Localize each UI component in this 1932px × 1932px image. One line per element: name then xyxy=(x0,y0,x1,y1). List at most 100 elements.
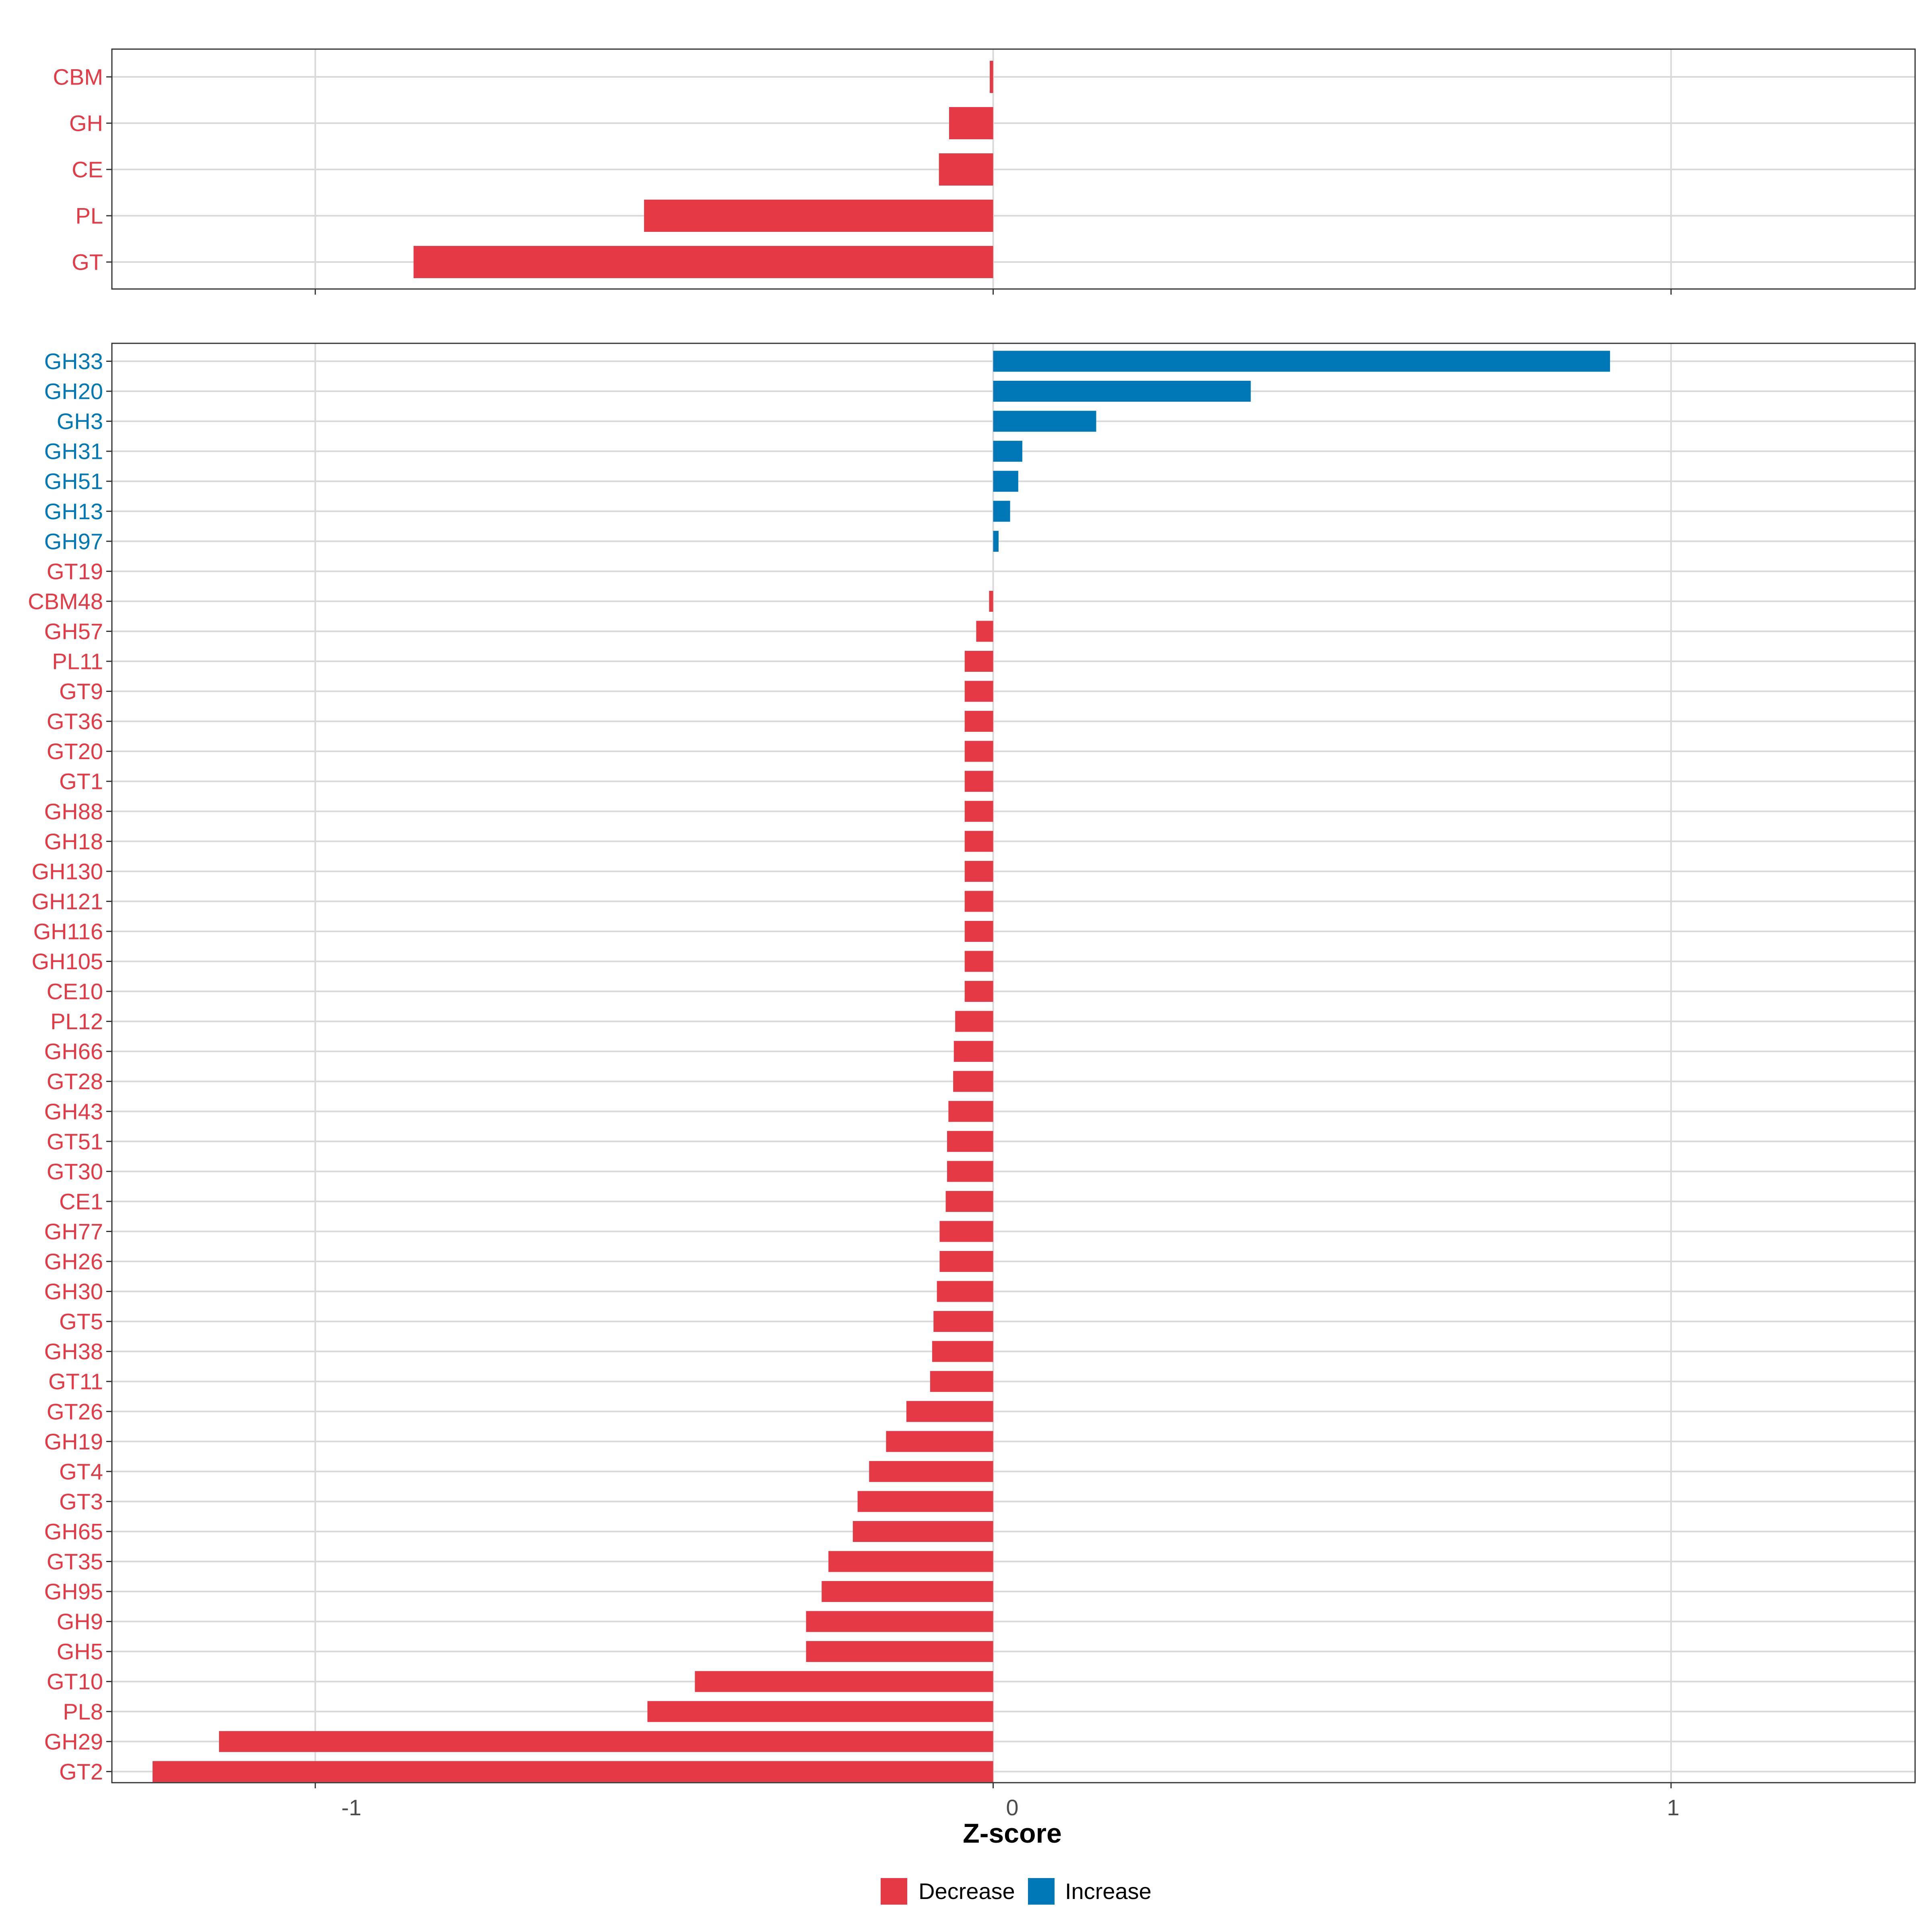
top-category-label: GH xyxy=(69,111,103,136)
bottom-bar-pl12 xyxy=(955,1011,993,1032)
bottom-bar-gh97 xyxy=(993,530,999,552)
top-bar-cbm xyxy=(990,61,993,93)
bottom-category-label: GT4 xyxy=(59,1459,103,1484)
bottom-bar-gh3 xyxy=(993,411,1096,432)
bottom-bar-gt9 xyxy=(964,681,993,702)
x-tick-label-0: 0 xyxy=(1006,1795,1018,1820)
bottom-bar-gh30 xyxy=(937,1281,993,1302)
bottom-category-label: GH5 xyxy=(57,1639,103,1664)
legend-label-increase: Increase xyxy=(1065,1878,1152,1904)
bottom-bar-gt28 xyxy=(953,1071,993,1092)
bottom-bar-gh105 xyxy=(964,951,993,972)
bottom-category-label: GT30 xyxy=(47,1159,103,1184)
x-tick-label-1: 1 xyxy=(1667,1795,1679,1820)
x-axis: -1 0 1 Z-score xyxy=(341,1795,1679,1849)
bottom-category-label: GH31 xyxy=(44,439,103,464)
bottom-bar-gh57 xyxy=(976,621,993,642)
bottom-bar-gt36 xyxy=(964,711,993,732)
bottom-bar-gh29 xyxy=(219,1731,993,1752)
bottom-category-label: GH13 xyxy=(44,499,103,524)
bottom-category-label: GH121 xyxy=(32,889,103,914)
bottom-bar-gt1 xyxy=(964,771,993,792)
bottom-bar-pl8 xyxy=(647,1701,993,1722)
bottom-category-label: GT28 xyxy=(47,1069,103,1094)
bottom-bar-gh65 xyxy=(852,1521,993,1542)
bottom-category-label: GH18 xyxy=(44,829,103,854)
bottom-bar-gh13 xyxy=(993,501,1010,522)
bottom-category-label: GH29 xyxy=(44,1729,103,1754)
bottom-bar-gt4 xyxy=(869,1461,993,1482)
bottom-bar-ce10 xyxy=(964,981,993,1002)
bottom-category-label: GH51 xyxy=(44,469,103,494)
bottom-category-label: PL12 xyxy=(50,1009,103,1034)
bottom-category-label: CE1 xyxy=(59,1189,103,1214)
bottom-category-label: GH77 xyxy=(44,1219,103,1244)
bottom-bar-gt30 xyxy=(947,1161,993,1182)
bottom-category-label: GH130 xyxy=(32,859,103,884)
bottom-bar-gh19 xyxy=(886,1431,993,1452)
bottom-bar-gh33 xyxy=(993,351,1610,372)
legend: Decrease Increase xyxy=(881,1878,1152,1905)
bottom-category-label: PL11 xyxy=(52,649,103,674)
top-bar-gh xyxy=(949,107,993,139)
bottom-category-label: GH43 xyxy=(44,1099,103,1124)
bottom-category-label: GT19 xyxy=(47,559,103,584)
bottom-category-label: GT26 xyxy=(47,1399,103,1424)
bottom-bar-pl11 xyxy=(964,651,993,672)
bottom-bar-gh77 xyxy=(939,1221,993,1242)
bottom-category-label: GH26 xyxy=(44,1249,103,1274)
bottom-bar-gt35 xyxy=(828,1551,993,1572)
bottom-category-label: GT1 xyxy=(59,769,103,794)
bottom-panel-border xyxy=(111,343,1916,1783)
bottom-bar-gh121 xyxy=(964,891,993,912)
bottom-bar-gh31 xyxy=(993,441,1022,462)
bottom-category-label: GH66 xyxy=(44,1039,103,1064)
bottom-bar-gt11 xyxy=(930,1371,993,1392)
top-panel: CBM GH CE PL GT xyxy=(53,48,1916,295)
top-category-label: PL xyxy=(76,203,103,229)
bottom-category-label: GT10 xyxy=(47,1669,103,1694)
top-category-label: CE xyxy=(72,157,103,182)
bottom-bar-gh130 xyxy=(964,861,993,882)
bottom-category-label: GH9 xyxy=(57,1609,103,1634)
bottom-category-label: GH88 xyxy=(44,799,103,824)
bottom-bar-gt26 xyxy=(906,1401,993,1422)
bottom-category-label: GT36 xyxy=(47,709,103,734)
bottom-category-label: GT3 xyxy=(59,1489,103,1514)
bottom-category-label: GH65 xyxy=(44,1519,103,1544)
legend-key-decrease xyxy=(881,1878,907,1905)
bottom-bar-gh51 xyxy=(993,471,1018,492)
legend-label-decrease: Decrease xyxy=(919,1878,1015,1904)
bottom-category-label: GH105 xyxy=(32,949,103,974)
bottom-category-label: GT20 xyxy=(47,739,103,764)
bottom-category-label: CBM48 xyxy=(28,588,103,614)
bottom-category-label: CE10 xyxy=(47,979,103,1004)
bottom-bar-gt3 xyxy=(857,1491,993,1512)
bottom-panel: GH33 GH20 GH3 GH31 GH51 GH13 GH97 GT19 CBM48 GH57… xyxy=(28,343,1916,1788)
bottom-category-label: GT11 xyxy=(48,1369,103,1394)
bottom-category-label: GT5 xyxy=(59,1309,103,1334)
top-bar-gt xyxy=(413,246,993,278)
bottom-category-label: GT9 xyxy=(59,679,103,704)
top-category-label: GT xyxy=(72,250,103,275)
top-bar-pl xyxy=(644,200,993,232)
bottom-bar-gh38 xyxy=(932,1341,993,1362)
bottom-category-label: GH95 xyxy=(44,1579,103,1604)
bottom-bar-ce1 xyxy=(945,1191,993,1212)
bottom-bar-gh9 xyxy=(806,1611,993,1632)
bottom-category-label: GH3 xyxy=(57,409,103,434)
x-tick-label-neg1: -1 xyxy=(341,1795,361,1820)
bottom-category-label: GH57 xyxy=(44,619,103,644)
top-bar-ce xyxy=(939,153,993,186)
bottom-category-label: GT51 xyxy=(47,1129,103,1154)
bottom-bar-gt10 xyxy=(695,1671,993,1692)
bottom-bar-gt20 xyxy=(964,741,993,762)
bottom-category-label: PL8 xyxy=(63,1699,103,1724)
bottom-bar-gh5 xyxy=(806,1641,993,1662)
bottom-category-label: GT2 xyxy=(59,1759,103,1784)
bottom-bar-gh66 xyxy=(954,1041,993,1062)
bottom-bar-gh18 xyxy=(964,831,993,852)
bottom-bar-gh116 xyxy=(964,921,993,942)
bottom-category-label: GH30 xyxy=(44,1279,103,1304)
